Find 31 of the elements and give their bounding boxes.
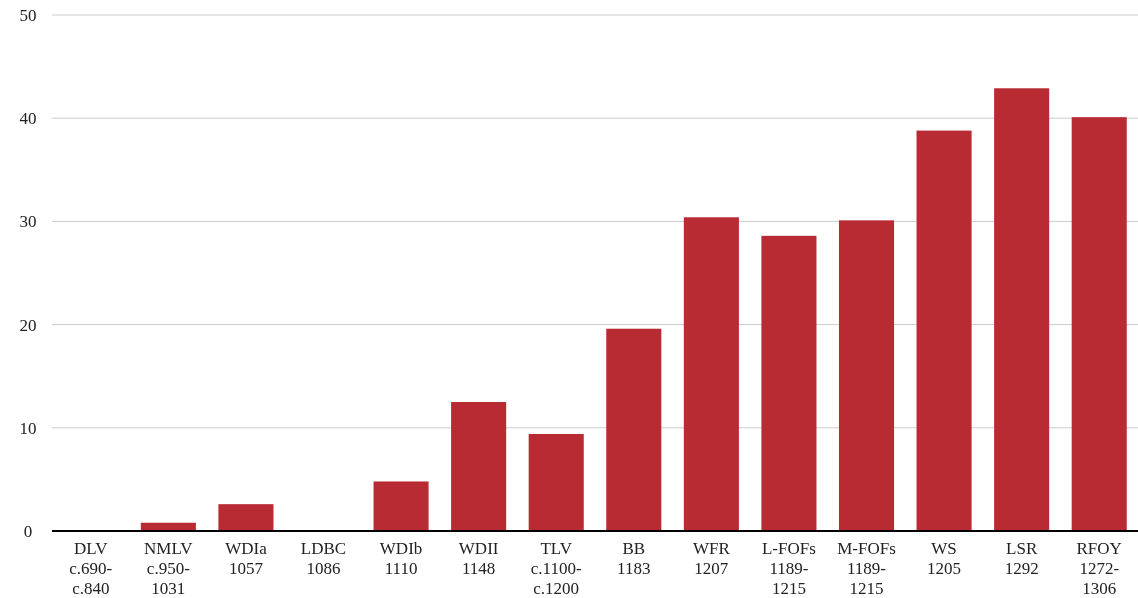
bar [994,88,1050,531]
x-tick-label: RFOY 1272- 1306 [1076,539,1122,598]
x-tick-label: WFR 1207 [692,539,731,578]
y-tick-label: 40 [19,109,37,129]
bar [528,433,584,531]
x-tick-label: BB 1183 [617,539,651,578]
x-tick-label: DLV c.690- c.840 [69,539,113,598]
x-tick-label: WS 1205 [927,539,962,578]
bar [916,130,972,531]
x-tick-label: TLV c.1100- c.1200 [530,539,582,598]
x-tick-label: M-FOFs 1189- 1215 [837,539,896,598]
y-tick-label: 20 [19,315,37,335]
bar [683,217,739,531]
x-tick-label: LDBC 1086 [300,539,347,578]
y-tick-label: 50 [19,5,37,25]
x-tick-label: WDIa 1057 [225,539,268,578]
bar [373,481,429,531]
bar [761,235,817,531]
x-tick-label: LSR 1292 [1004,539,1039,578]
bar [1071,117,1127,531]
x-tick-label: NMLV c.950- 1031 [144,539,194,598]
bar [218,504,274,531]
y-tick-label: 30 [19,212,37,232]
bar [451,402,507,531]
y-tick-label: 0 [23,521,33,541]
bar [606,328,662,531]
y-tick-label: 10 [19,418,37,438]
bar [838,220,895,531]
x-tick-label: WDII 1148 [458,539,499,578]
x-tick-label: WDIb 1110 [379,539,423,578]
x-tick-label: L-FOFs 1189- 1215 [762,539,816,598]
